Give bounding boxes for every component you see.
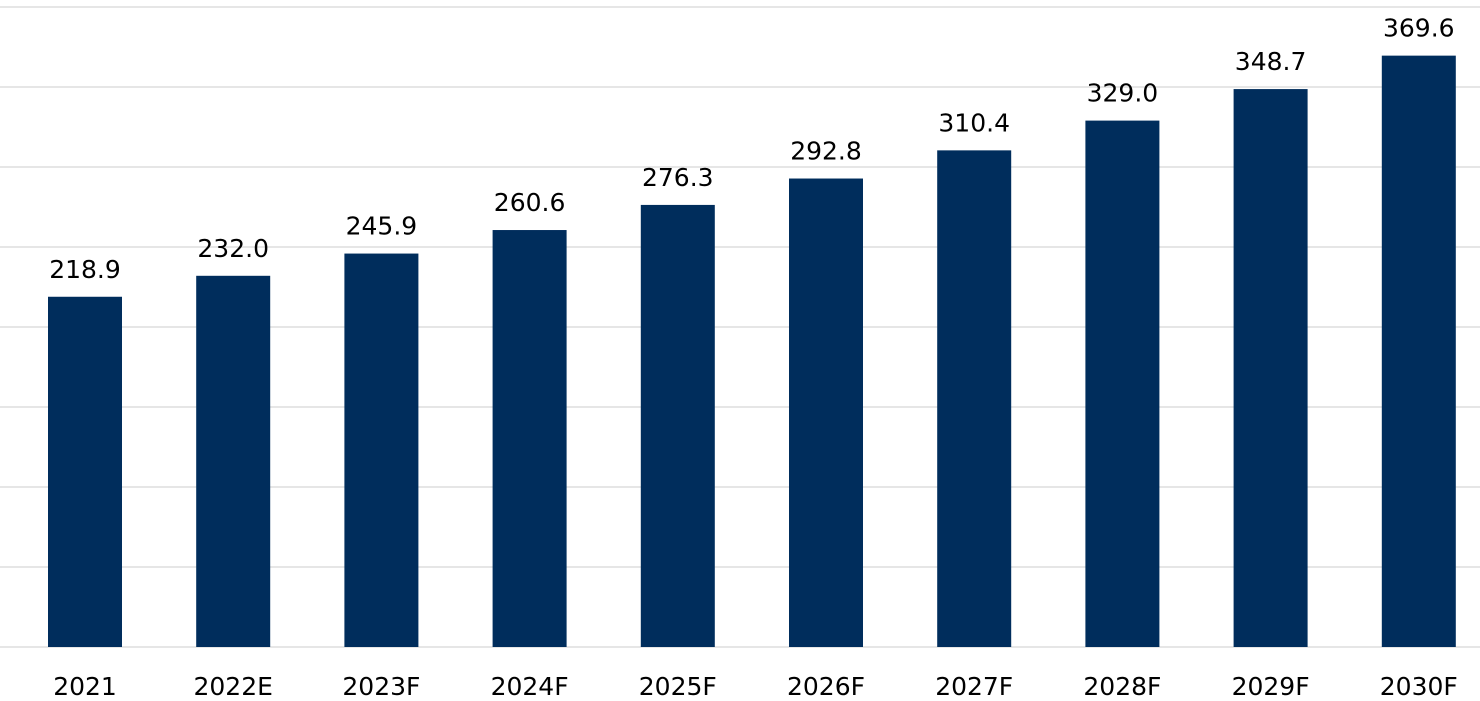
value-label: 260.6 (494, 188, 566, 217)
bar (789, 178, 863, 647)
value-label: 232.0 (197, 234, 269, 263)
bar (1085, 120, 1160, 648)
bar (1233, 89, 1308, 647)
x-tick-label: 2021 (53, 672, 117, 701)
bar (48, 296, 122, 647)
bar (640, 204, 715, 648)
value-label: 218.9 (49, 255, 121, 284)
value-label: 329.0 (1087, 79, 1159, 108)
value-label: 310.4 (938, 108, 1010, 137)
x-tick-label: 2023F (342, 672, 420, 701)
x-tick-label: 2028F (1083, 672, 1161, 701)
x-tick-label: 2025F (639, 672, 717, 701)
x-tick-label: 2029F (1232, 672, 1310, 701)
x-tick-label: 2030F (1380, 672, 1458, 701)
bar (344, 253, 419, 647)
bar (196, 275, 271, 647)
x-tick-label: 2022E (193, 672, 272, 701)
value-label: 245.9 (346, 212, 418, 241)
bar (492, 230, 567, 648)
value-label: 369.6 (1383, 14, 1455, 43)
bar (1381, 55, 1456, 647)
bar (937, 150, 1012, 648)
value-label: 276.3 (642, 163, 714, 192)
value-label: 292.8 (790, 137, 862, 166)
x-tick-label: 2026F (787, 672, 865, 701)
x-tick-label: 2027F (935, 672, 1013, 701)
value-label: 348.7 (1235, 47, 1307, 76)
x-tick-label: 2024F (491, 672, 569, 701)
